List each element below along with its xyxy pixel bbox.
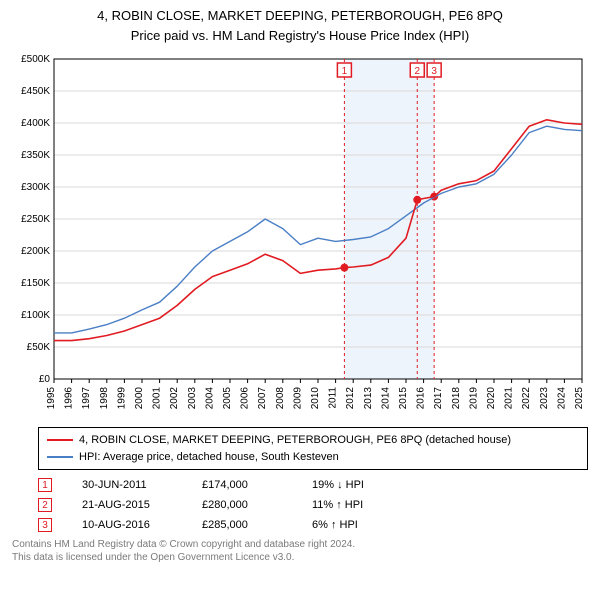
svg-text:2025: 2025 <box>574 387 585 410</box>
title-block: 4, ROBIN CLOSE, MARKET DEEPING, PETERBOR… <box>0 0 600 47</box>
sale-price-1: £174,000 <box>202 479 282 491</box>
svg-text:£200K: £200K <box>21 246 50 257</box>
svg-text:1995: 1995 <box>46 387 57 410</box>
sale-marker-3: 3 <box>38 518 52 532</box>
svg-text:2015: 2015 <box>398 387 409 410</box>
footer-line2: This data is licensed under the Open Gov… <box>12 551 588 564</box>
chart-area: £0 £50K £100K £150K £200K £250K £300K £350K £400… <box>10 51 590 421</box>
svg-text:£250K: £250K <box>21 214 50 225</box>
svg-text:£500K: £500K <box>21 54 50 65</box>
svg-text:2008: 2008 <box>275 387 286 410</box>
svg-text:2022: 2022 <box>521 387 532 410</box>
svg-text:2024: 2024 <box>556 387 567 410</box>
svg-text:£0: £0 <box>39 374 51 385</box>
sales-row-2: 2 21-AUG-2015 £280,000 11% ↑ HPI <box>38 498 588 512</box>
chart-svg: £0 £50K £100K £150K £200K £250K £300K £350K £400… <box>10 51 590 421</box>
svg-text:£400K: £400K <box>21 118 50 129</box>
svg-text:2000: 2000 <box>134 387 145 410</box>
svg-text:2019: 2019 <box>468 387 479 410</box>
svg-text:2009: 2009 <box>292 387 303 410</box>
svg-text:1: 1 <box>342 66 348 77</box>
svg-text:£150K: £150K <box>21 278 50 289</box>
title-address: 4, ROBIN CLOSE, MARKET DEEPING, PETERBOR… <box>0 6 600 26</box>
svg-text:2007: 2007 <box>257 387 268 410</box>
sale-delta-3: 6% ↑ HPI <box>312 519 402 531</box>
svg-text:2003: 2003 <box>187 387 198 410</box>
legend-label-hpi: HPI: Average price, detached house, Sout… <box>79 449 339 466</box>
legend-label-property: 4, ROBIN CLOSE, MARKET DEEPING, PETERBOR… <box>79 432 511 449</box>
svg-text:2014: 2014 <box>380 387 391 410</box>
legend-box: 4, ROBIN CLOSE, MARKET DEEPING, PETERBOR… <box>38 427 588 470</box>
footer-line1: Contains HM Land Registry data © Crown c… <box>12 538 588 551</box>
legend-row-property: 4, ROBIN CLOSE, MARKET DEEPING, PETERBOR… <box>47 432 579 449</box>
svg-text:2018: 2018 <box>451 387 462 410</box>
svg-text:2020: 2020 <box>486 387 497 410</box>
sales-row-3: 3 10-AUG-2016 £285,000 6% ↑ HPI <box>38 518 588 532</box>
svg-text:1998: 1998 <box>99 387 110 410</box>
sale-delta-2: 11% ↑ HPI <box>312 499 402 511</box>
sale-date-2: 21-AUG-2015 <box>82 499 172 511</box>
svg-text:£50K: £50K <box>27 342 51 353</box>
sales-row-1: 1 30-JUN-2011 £174,000 19% ↓ HPI <box>38 478 588 492</box>
svg-text:2010: 2010 <box>310 387 321 410</box>
svg-text:2002: 2002 <box>169 387 180 410</box>
svg-text:£450K: £450K <box>21 86 50 97</box>
sale-price-3: £285,000 <box>202 519 282 531</box>
legend-swatch-property <box>47 439 73 441</box>
svg-text:2004: 2004 <box>204 387 215 410</box>
svg-text:3: 3 <box>431 66 437 77</box>
legend-row-hpi: HPI: Average price, detached house, Sout… <box>47 449 579 466</box>
svg-text:2: 2 <box>414 66 420 77</box>
chart-container: 4, ROBIN CLOSE, MARKET DEEPING, PETERBOR… <box>0 0 600 590</box>
svg-text:2005: 2005 <box>222 387 233 410</box>
sales-table: 1 30-JUN-2011 £174,000 19% ↓ HPI 2 21-AU… <box>38 478 588 532</box>
legend-swatch-hpi <box>47 456 73 458</box>
svg-text:2011: 2011 <box>328 387 339 409</box>
svg-text:2013: 2013 <box>363 387 374 410</box>
svg-text:2017: 2017 <box>433 387 444 410</box>
title-subtitle: Price paid vs. HM Land Registry's House … <box>0 26 600 46</box>
sale-marker-2: 2 <box>38 498 52 512</box>
sale-delta-1: 19% ↓ HPI <box>312 479 402 491</box>
svg-text:1999: 1999 <box>116 387 127 410</box>
svg-text:1997: 1997 <box>81 387 92 410</box>
svg-text:2006: 2006 <box>240 387 251 410</box>
svg-text:£300K: £300K <box>21 182 50 193</box>
svg-text:2001: 2001 <box>152 387 163 410</box>
svg-text:2016: 2016 <box>416 387 427 410</box>
svg-text:£350K: £350K <box>21 150 50 161</box>
svg-text:2012: 2012 <box>345 387 356 410</box>
svg-text:2021: 2021 <box>504 387 515 410</box>
svg-text:£100K: £100K <box>21 310 50 321</box>
sale-date-1: 30-JUN-2011 <box>82 479 172 491</box>
footer: Contains HM Land Registry data © Crown c… <box>12 538 588 564</box>
svg-text:2023: 2023 <box>539 387 550 410</box>
sale-price-2: £280,000 <box>202 499 282 511</box>
sale-date-3: 10-AUG-2016 <box>82 519 172 531</box>
svg-text:1996: 1996 <box>64 387 75 410</box>
sale-marker-1: 1 <box>38 478 52 492</box>
